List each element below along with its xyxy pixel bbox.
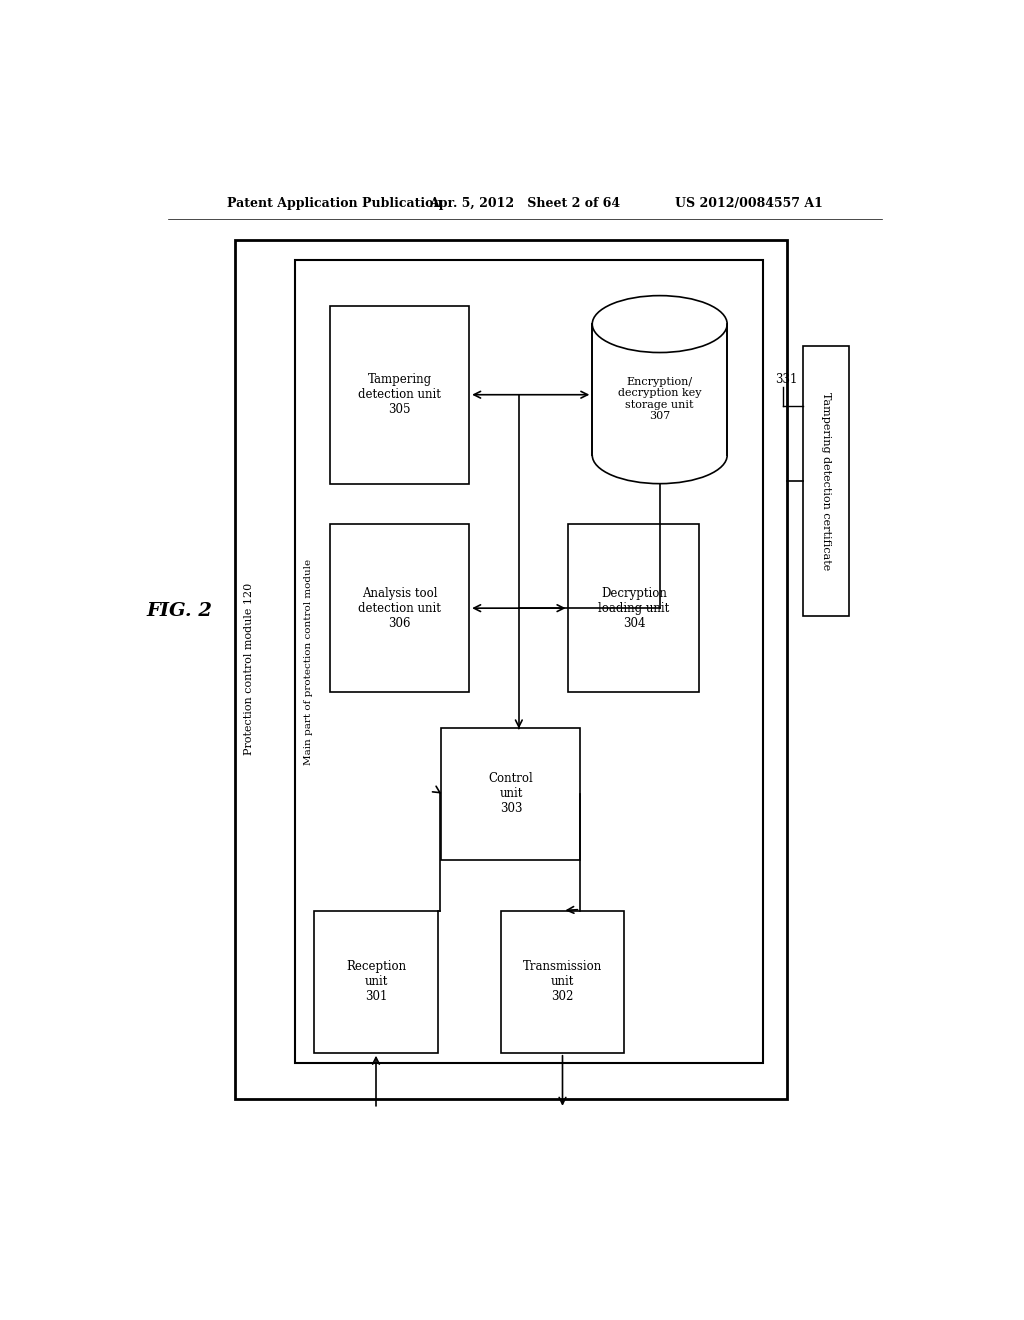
Text: Patent Application Publication: Patent Application Publication <box>227 197 442 210</box>
Bar <box>592 325 727 455</box>
Text: 331: 331 <box>775 372 798 385</box>
Text: Tampering
detection unit
305: Tampering detection unit 305 <box>358 374 441 416</box>
Text: Decryption
loading unit
304: Decryption loading unit 304 <box>598 586 670 630</box>
Bar <box>295 260 763 1063</box>
Bar <box>501 911 624 1053</box>
Text: Main part of protection control module: Main part of protection control module <box>304 558 313 764</box>
Text: US 2012/0084557 A1: US 2012/0084557 A1 <box>675 197 822 210</box>
Bar <box>441 727 581 859</box>
Bar <box>331 306 469 483</box>
Bar <box>331 524 469 692</box>
Bar <box>236 240 786 1098</box>
Text: FIG. 2: FIG. 2 <box>146 602 213 619</box>
Text: Protection control module 120: Protection control module 120 <box>245 583 254 755</box>
Text: Analysis tool
detection unit
306: Analysis tool detection unit 306 <box>358 586 441 630</box>
Text: Apr. 5, 2012   Sheet 2 of 64: Apr. 5, 2012 Sheet 2 of 64 <box>429 197 621 210</box>
Ellipse shape <box>592 296 727 352</box>
Bar <box>314 911 437 1053</box>
Text: Tampering detection certificate: Tampering detection certificate <box>820 392 830 570</box>
Text: Reception
unit
301: Reception unit 301 <box>346 960 407 1003</box>
Bar <box>568 524 699 692</box>
Text: Transmission
unit
302: Transmission unit 302 <box>523 960 602 1003</box>
Bar <box>803 346 849 615</box>
Text: Control
unit
303: Control unit 303 <box>488 772 534 816</box>
Text: Encryption/
decryption key
storage unit
307: Encryption/ decryption key storage unit … <box>617 376 701 421</box>
